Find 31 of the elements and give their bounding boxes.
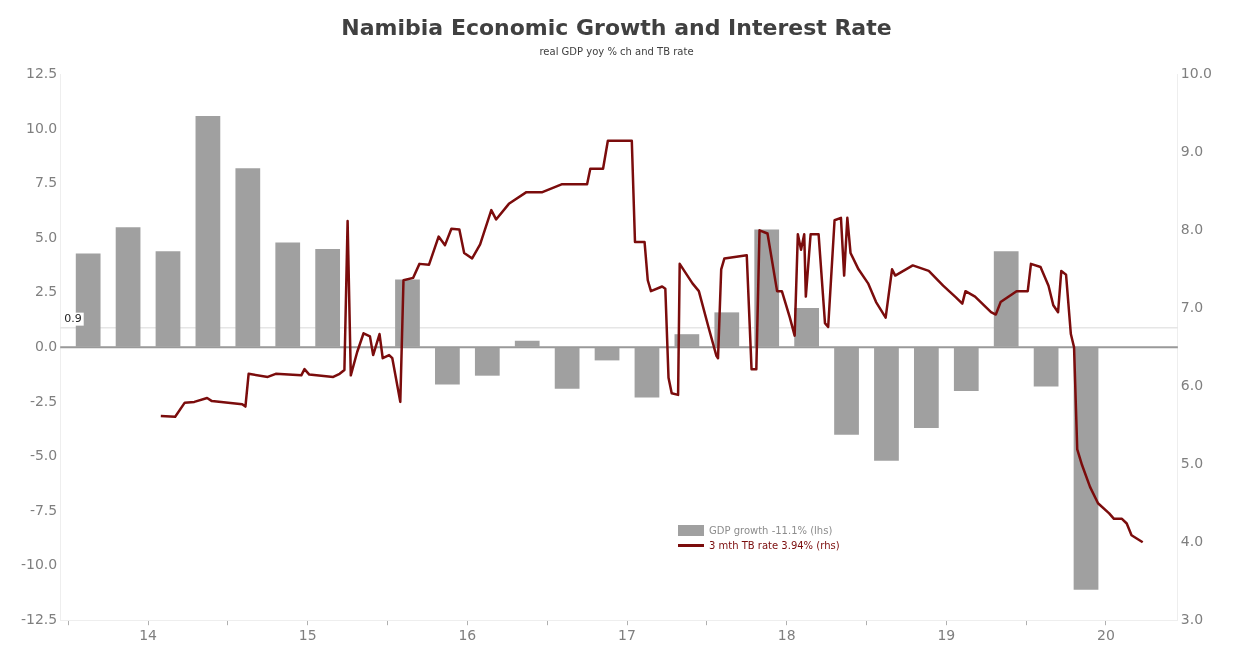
y-tick-label: 2.5 (34, 283, 58, 300)
x-tick-label: 18 (777, 627, 796, 644)
x-tick-label: 19 (937, 627, 956, 644)
x-tick-label: 15 (298, 627, 317, 644)
x-tick-label: 17 (618, 627, 636, 644)
y-tick-label: 7.5 (34, 174, 58, 191)
y-tick-label: 5.0 (34, 228, 58, 245)
ref-line-label: 0.9 (64, 312, 82, 326)
chart-subtitle: real GDP yoy % ch and TB rate (539, 45, 694, 57)
y2-tick-label: 10.0 (1180, 65, 1212, 82)
y2-tick-label: 6.0 (1180, 376, 1204, 393)
x-tick-label: 14 (139, 627, 158, 644)
y2-tick-label: 5.0 (1180, 454, 1204, 471)
y2-tick-label: 4.0 (1180, 532, 1204, 549)
y-tick-label: 0.0 (34, 337, 58, 354)
legend-label: 3 mth TB rate 3.94% (rhs) (709, 539, 840, 553)
legend-label: GDP growth -11.1% (lhs) (709, 524, 833, 538)
y-tick-label: -5.0 (29, 447, 58, 464)
y2-tick-label: 3.0 (1180, 610, 1204, 627)
y-tick-label: -7.5 (29, 501, 58, 518)
y-tick-label: -10.0 (20, 556, 58, 573)
chart-title: Namibia Economic Growth and Interest Rate (341, 14, 892, 40)
y-tick-label: 12.5 (26, 65, 58, 82)
y-tick-label: -2.5 (29, 392, 58, 409)
x-tick-label: 20 (1097, 627, 1115, 644)
y2-tick-label: 8.0 (1180, 220, 1204, 237)
y-tick-label: 10.0 (26, 119, 58, 136)
y-tick-label: -12.5 (20, 610, 58, 627)
x-tick-label: 16 (458, 627, 477, 644)
y2-tick-label: 7.0 (1180, 298, 1204, 315)
y2-tick-label: 9.0 (1180, 143, 1204, 160)
